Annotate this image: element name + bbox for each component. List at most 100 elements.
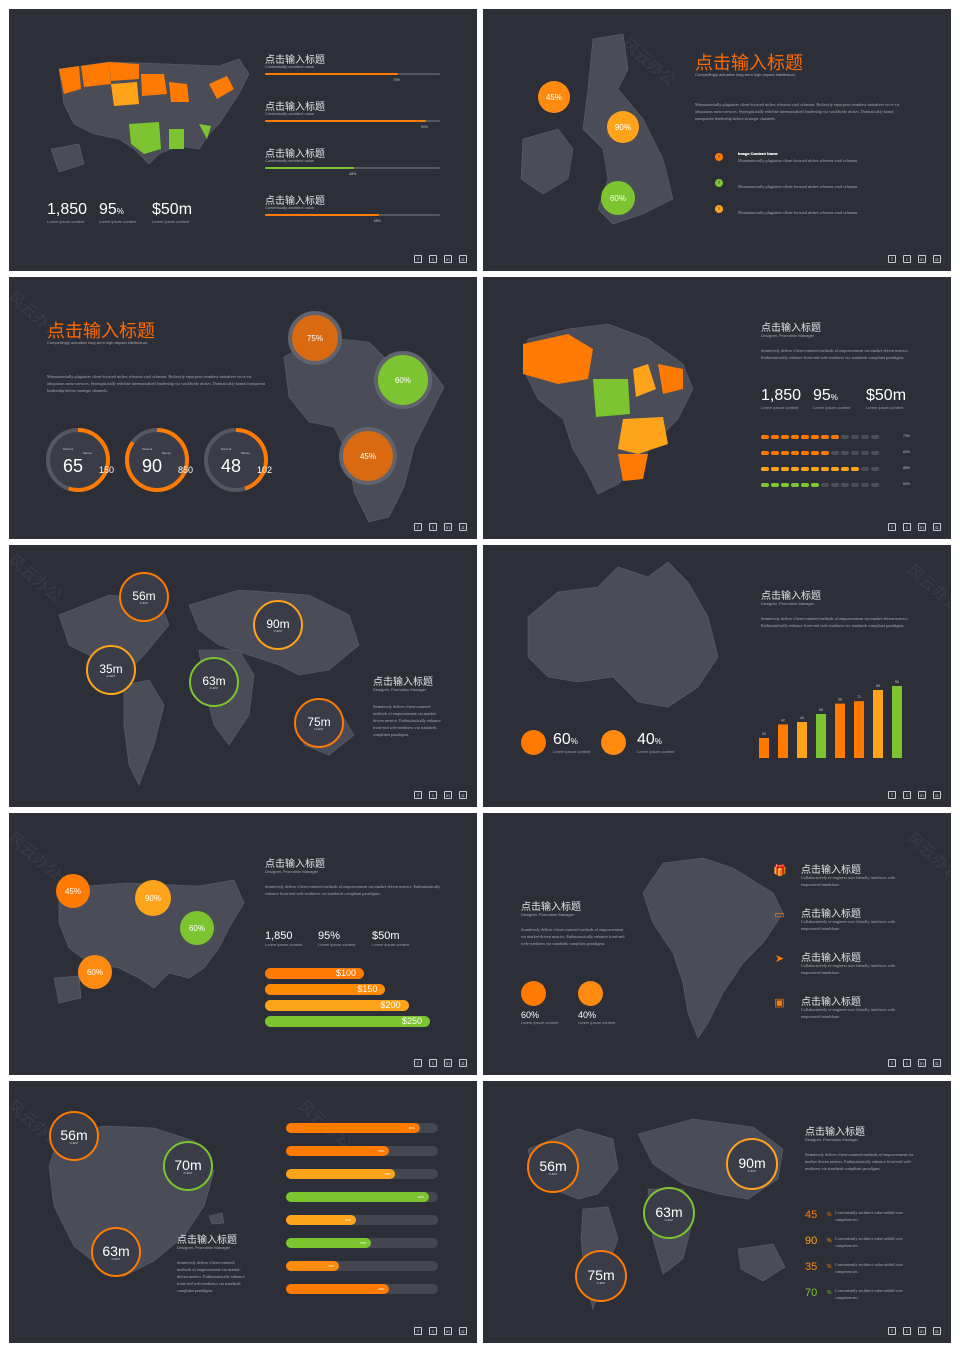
twitter-icon[interactable]: t <box>429 523 437 531</box>
body-text: Monotonectally plagiarize client-focused… <box>47 374 265 393</box>
stat-item: 40% Lorem ipsum content <box>578 981 615 1025</box>
list-desc: Conveniently architect value-added core … <box>835 1262 903 1274</box>
feature-desc: Collaboratively re-engineer user friendl… <box>801 919 896 931</box>
stat-label: Lorem ipsum content <box>866 405 904 410</box>
dot-segment <box>841 467 849 471</box>
slide-title: 点击输入标题 <box>695 53 803 74</box>
twitter-icon[interactable]: t <box>429 791 437 799</box>
facebook-icon[interactable]: f <box>888 1059 896 1067</box>
linkedin-icon[interactable]: in <box>918 1327 926 1335</box>
instagram-icon[interactable]: ◘ <box>459 255 467 263</box>
paper-plane-icon: ➤ <box>774 953 785 965</box>
linkedin-icon[interactable]: in <box>444 1059 452 1067</box>
facebook-icon[interactable]: f <box>414 791 422 799</box>
ring-value: 65 <box>63 456 84 476</box>
australia-map <box>527 561 719 708</box>
slide-subtitle: Designer, Promotion Manager <box>373 687 427 692</box>
linkedin-icon[interactable]: in <box>918 791 926 799</box>
instagram-icon[interactable]: ◘ <box>933 1327 941 1335</box>
bubble-subtitle: CLIENT <box>273 629 283 633</box>
dot-segment <box>801 467 809 471</box>
instagram-icon[interactable]: ◘ <box>933 255 941 263</box>
dot-segment <box>771 483 779 487</box>
instagram-icon[interactable]: ◘ <box>459 791 467 799</box>
linkedin-icon[interactable]: in <box>918 1059 926 1067</box>
progress-label: 76% <box>393 78 401 82</box>
instagram-icon[interactable]: ◘ <box>459 1059 467 1067</box>
list-desc: Conveniently architect value-added core … <box>835 1288 903 1300</box>
bar-subtitle: Contentually architect value <box>265 205 315 210</box>
body-text: Seamlessly deliver client-centered metho… <box>373 704 441 737</box>
facebook-icon[interactable]: f <box>414 255 422 263</box>
twitter-icon[interactable]: t <box>903 791 911 799</box>
feature-title: 点击输入标题 <box>801 909 861 920</box>
bar <box>873 690 883 758</box>
slide-4[interactable]: 点击输入标题 Designer, Promotion Manager Seaml… <box>483 277 951 539</box>
dot-segment <box>841 483 849 487</box>
instagram-icon[interactable]: ◘ <box>459 1327 467 1335</box>
slide-title: 点击输入标题 <box>761 591 821 602</box>
twitter-icon[interactable]: t <box>903 523 911 531</box>
slide-2[interactable]: 风云办公 45% 90% 60% 点击输入标题 Compellingly act… <box>483 9 951 271</box>
facebook-icon[interactable]: f <box>414 1327 422 1335</box>
facebook-icon[interactable]: f <box>414 1059 422 1067</box>
facebook-icon[interactable]: f <box>888 523 896 531</box>
dot-segment <box>761 451 769 455</box>
feature-title: 点击输入标题 <box>801 865 861 876</box>
slide-8[interactable]: 风云办公 点击输入标题 Designer, Promotion Manager … <box>483 813 951 1075</box>
instagram-icon[interactable]: ◘ <box>933 791 941 799</box>
slide-7[interactable]: 风云办公 45% 90% 60% 60% 点击输入标题 Designer, Pr… <box>9 813 477 1075</box>
folder-icon: ▭ <box>774 909 785 921</box>
linkedin-icon[interactable]: in <box>444 1327 452 1335</box>
dot-segment <box>811 483 819 487</box>
facebook-icon[interactable]: f <box>888 1327 896 1335</box>
stat-label: Lorem ipsum content <box>265 942 303 947</box>
slide-3[interactable]: 风云办公 点击输入标题 Compellingly actualize long-… <box>9 277 477 539</box>
twitter-icon[interactable]: t <box>429 1059 437 1067</box>
bubble-value: 75m <box>587 1266 615 1283</box>
slide-title: 点击输入标题 <box>177 1235 237 1246</box>
slide-5[interactable]: 风云办公 56m CLIENT 90m CLIENT 35m CLIENT 63m CLIEN… <box>9 545 477 807</box>
stat-value: 95% <box>99 201 124 218</box>
progress-track <box>265 214 440 216</box>
linkedin-icon[interactable]: in <box>444 523 452 531</box>
slide-title: 点击输入标题 <box>521 902 581 913</box>
slide-10[interactable]: 56m CLIENT 90m CLIENT 63m CLIENT 75m CLIENT 点击输… <box>483 1081 951 1343</box>
watermark: 风云办公 <box>9 828 66 885</box>
instagram-icon[interactable]: ◘ <box>459 523 467 531</box>
twitter-icon[interactable]: t <box>429 1327 437 1335</box>
slide-1[interactable]: 1,850 Lorem ipsum content 95% Lorem ipsum … <box>9 9 477 271</box>
brazil-map <box>522 323 694 495</box>
stat-value: 40% <box>578 1010 597 1020</box>
progress-fill: 72% <box>286 1169 396 1179</box>
instagram-icon[interactable]: ◘ <box>933 1059 941 1067</box>
facebook-icon[interactable]: f <box>888 791 896 799</box>
dot-segment <box>791 451 799 455</box>
hbar: $100 <box>265 968 364 979</box>
linkedin-icon[interactable]: in <box>444 255 452 263</box>
slide-6[interactable]: 风云办公 60% Lorem ipsum content 40% Lorem i… <box>483 545 951 807</box>
linkedin-icon[interactable]: in <box>918 255 926 263</box>
ring-label-a: Percent <box>142 447 153 451</box>
body-text: Seamlessly deliver client-centered metho… <box>265 884 441 896</box>
twitter-icon[interactable]: t <box>429 255 437 263</box>
bubble-subtitle: CLIENT <box>139 601 149 605</box>
facebook-icon[interactable]: f <box>888 255 896 263</box>
stat-value: 60% <box>553 731 578 748</box>
linkedin-icon[interactable]: in <box>444 791 452 799</box>
stat-bubble: 63m CLIENT <box>643 1187 695 1239</box>
instagram-icon[interactable]: ◘ <box>933 523 941 531</box>
linkedin-icon[interactable]: in <box>918 523 926 531</box>
stat-bubble: 90m CLIENT <box>253 600 303 650</box>
ring-label-a: Percent <box>63 447 74 451</box>
facebook-icon[interactable]: f <box>414 523 422 531</box>
body-text: Seamlessly deliver client-centered metho… <box>521 927 625 946</box>
twitter-icon[interactable]: t <box>903 1327 911 1335</box>
bubble: 45% <box>538 81 570 113</box>
dot-row-label: 50% <box>903 482 911 486</box>
social-links: f t in ◘ <box>414 791 467 799</box>
dot-segment <box>811 467 819 471</box>
twitter-icon[interactable]: t <box>903 1059 911 1067</box>
twitter-icon[interactable]: t <box>903 255 911 263</box>
